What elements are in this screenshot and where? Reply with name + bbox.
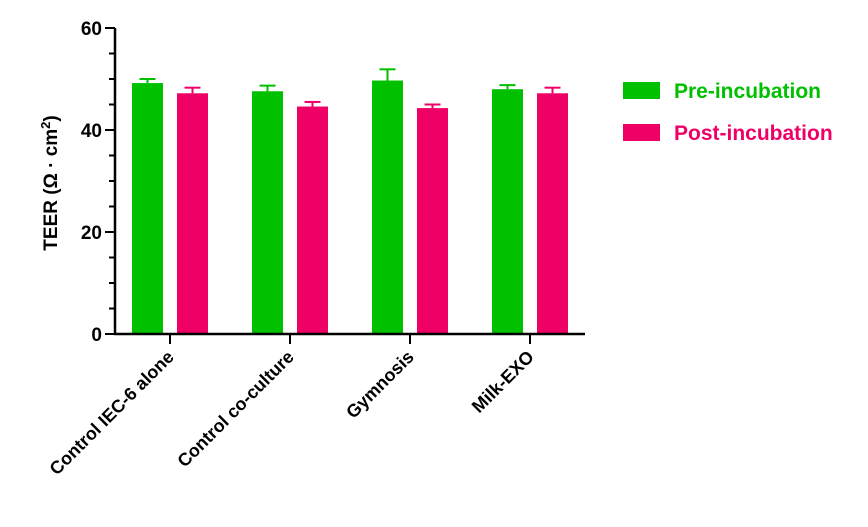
y-tick-label: 60 [81,19,102,40]
bar-pre-3 [492,89,523,334]
legend-swatch [623,124,660,141]
bar-post-1 [297,106,328,334]
bar-pre-2 [372,80,403,334]
y-tick-label: 40 [81,121,102,142]
legend-swatch [623,82,660,99]
legend: Pre-incubation Post-incubation [623,80,833,145]
x-tick-label: Milk-EXO [468,347,538,417]
y-tick-label: 0 [91,325,102,346]
y-axis-label: TEER (Ω · cm2) [38,115,62,250]
bar-pre-1 [252,91,283,335]
x-tick-label: Control co-culture [173,347,297,471]
legend-label: Pre-incubation [674,80,821,103]
x-tick-label: Gymnosis [342,347,418,423]
bar-post-0 [177,93,208,334]
bar-post-3 [537,93,568,334]
y-tick-label: 20 [81,223,102,244]
bar-pre-0 [132,83,163,334]
legend-label: Post-incubation [674,122,833,145]
x-tick-label: Control IEC-6 alone [46,347,178,479]
bar-post-2 [417,108,448,334]
